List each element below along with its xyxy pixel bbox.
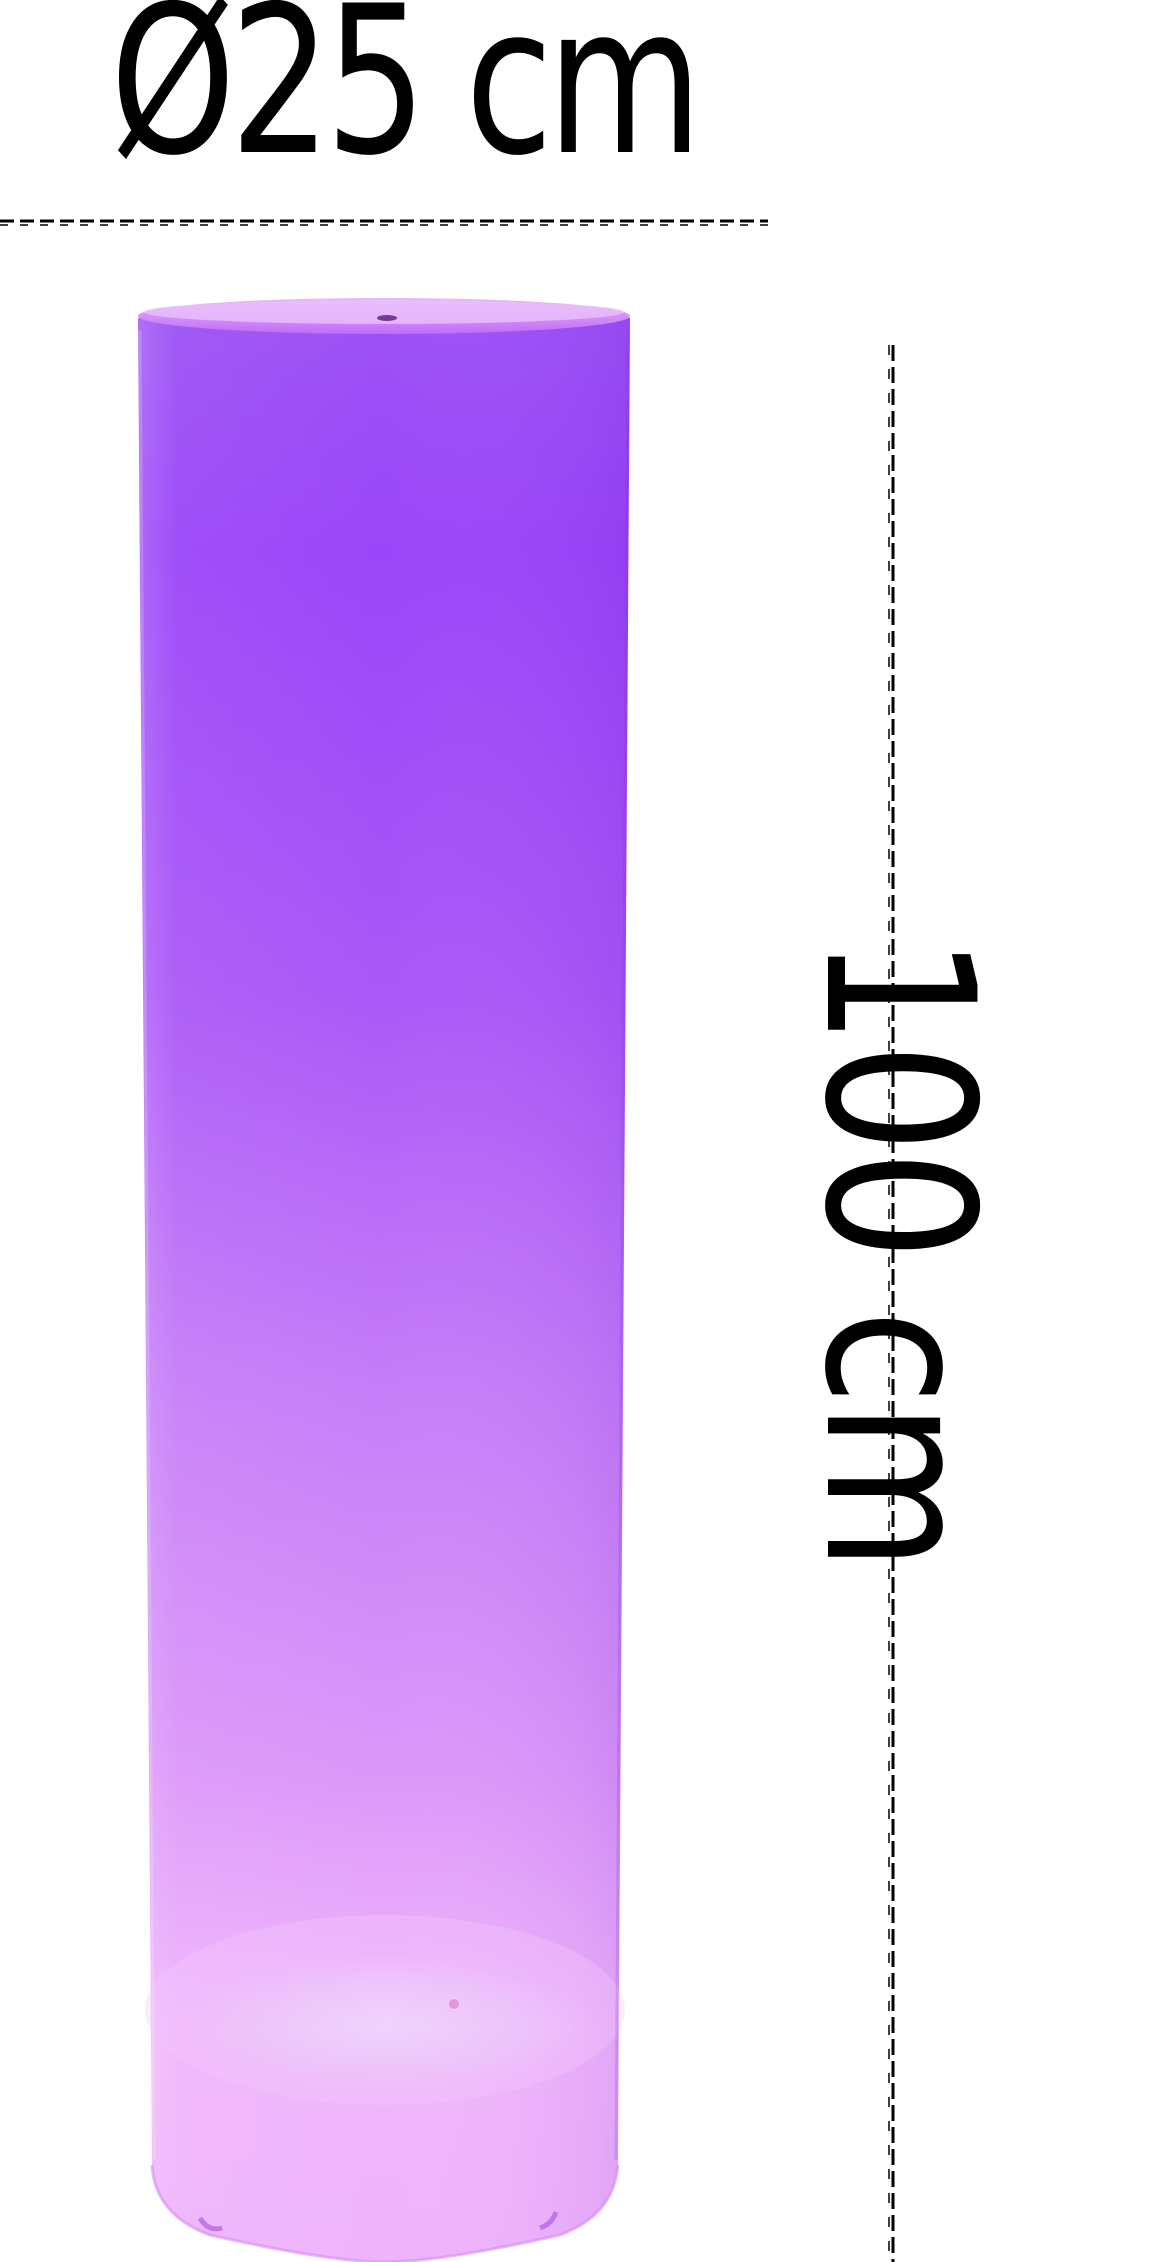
lamp-top	[138, 298, 630, 334]
diameter-dimension-line	[0, 219, 768, 226]
diameter-label: Ø25 cm	[110, 0, 703, 201]
lamp-body	[138, 318, 630, 2262]
height-dimension-line	[888, 345, 895, 2262]
